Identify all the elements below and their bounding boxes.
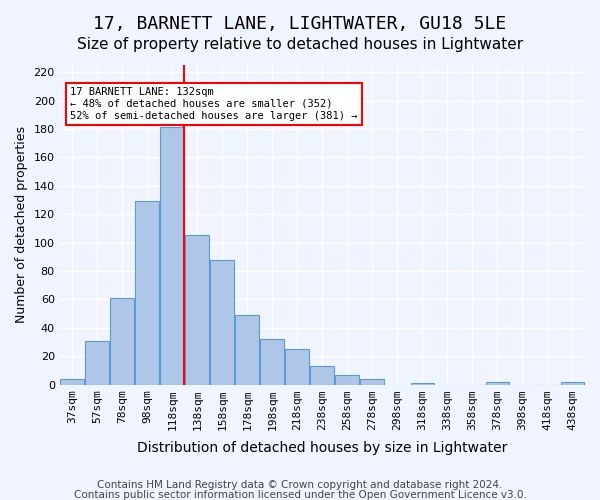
Bar (110, 298, 134, 384)
Bar (286, 349, 309, 384)
Bar (560, 382, 584, 384)
Bar (260, 339, 284, 384)
X-axis label: Distribution of detached houses by size in Lightwater: Distribution of detached houses by size … (137, 441, 508, 455)
Bar (60, 379, 84, 384)
Text: 17, BARNETT LANE, LIGHTWATER, GU18 5LE: 17, BARNETT LANE, LIGHTWATER, GU18 5LE (94, 15, 506, 33)
Bar (361, 379, 384, 384)
Bar (85, 340, 109, 384)
Bar (310, 366, 334, 384)
Bar (410, 383, 434, 384)
Text: Size of property relative to detached houses in Lightwater: Size of property relative to detached ho… (77, 38, 523, 52)
Bar (335, 374, 359, 384)
Text: 17 BARNETT LANE: 132sqm
← 48% of detached houses are smaller (352)
52% of semi-d: 17 BARNETT LANE: 132sqm ← 48% of detache… (70, 88, 358, 120)
Bar (235, 315, 259, 384)
Bar (160, 128, 184, 384)
Text: Contains HM Land Registry data © Crown copyright and database right 2024.: Contains HM Land Registry data © Crown c… (97, 480, 503, 490)
Bar (485, 382, 509, 384)
Y-axis label: Number of detached properties: Number of detached properties (15, 126, 28, 324)
Bar (185, 236, 209, 384)
Bar (211, 260, 234, 384)
Text: Contains public sector information licensed under the Open Government Licence v3: Contains public sector information licen… (74, 490, 526, 500)
Bar (136, 202, 159, 384)
